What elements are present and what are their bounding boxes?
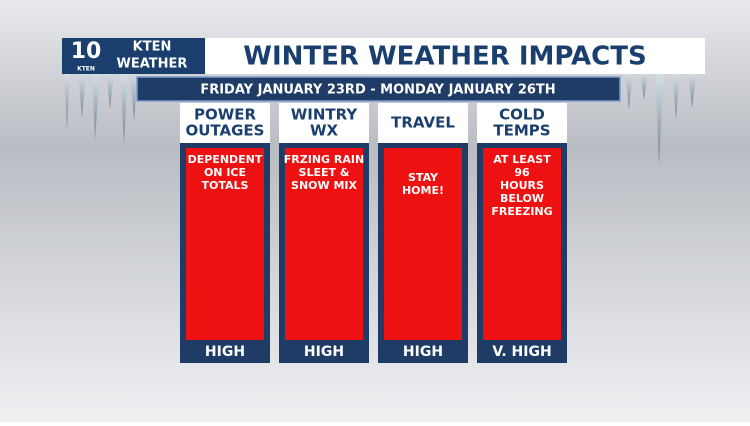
- impact-text: ON ICE: [204, 166, 246, 179]
- impact-text: DEPENDENT: [188, 153, 263, 166]
- impact-text: BELOW: [500, 192, 544, 205]
- impact-level: HIGH: [403, 344, 443, 360]
- column-title: OUTAGES: [186, 122, 265, 140]
- impact-level: HIGH: [304, 344, 344, 360]
- column-title: POWER: [194, 106, 257, 124]
- impact-text: HOURS: [500, 179, 544, 192]
- logo-brand: KTEN: [133, 40, 172, 55]
- column-header: [477, 103, 567, 143]
- impact-text: FRZING RAIN: [284, 153, 364, 166]
- title: WINTER WEATHER IMPACTS: [243, 42, 646, 72]
- impact-text: FREEZING: [491, 205, 552, 218]
- column-title: WINTRY: [291, 106, 359, 124]
- column-header: [378, 103, 468, 143]
- subtitle: FRIDAY JANUARY 23RD - MONDAY JANUARY 26T…: [200, 83, 555, 98]
- impact-text: AT LEAST: [493, 153, 551, 166]
- impact-box: [186, 148, 264, 340]
- impact-box: [285, 148, 363, 340]
- logo-brand: WEATHER: [117, 57, 188, 72]
- impact-level: V. HIGH: [492, 344, 551, 360]
- subtitle-bar: [136, 76, 621, 102]
- impact-box: [384, 148, 462, 340]
- column-title: TRAVEL: [391, 114, 455, 132]
- impact-level: HIGH: [205, 344, 245, 360]
- column-header: [180, 103, 270, 143]
- column-title: COLD: [499, 106, 545, 124]
- logo-station: KTEN: [77, 66, 95, 73]
- icicles: [64, 72, 697, 165]
- impact-text: SNOW MIX: [291, 179, 357, 192]
- impact-box: [483, 148, 561, 340]
- title-banner: [205, 38, 705, 74]
- impact-text: TOTALS: [202, 179, 249, 192]
- impact-text: SLEET &: [299, 166, 350, 179]
- impact-text: HOME!: [402, 184, 444, 197]
- logo-number: 10: [71, 39, 102, 64]
- column-title: WX: [310, 122, 339, 140]
- impact-text: 96: [514, 166, 530, 179]
- logo-box: [62, 38, 205, 74]
- column-header: [279, 103, 369, 143]
- column-title: TEMPS: [493, 122, 550, 140]
- impact-text: STAY: [408, 171, 439, 184]
